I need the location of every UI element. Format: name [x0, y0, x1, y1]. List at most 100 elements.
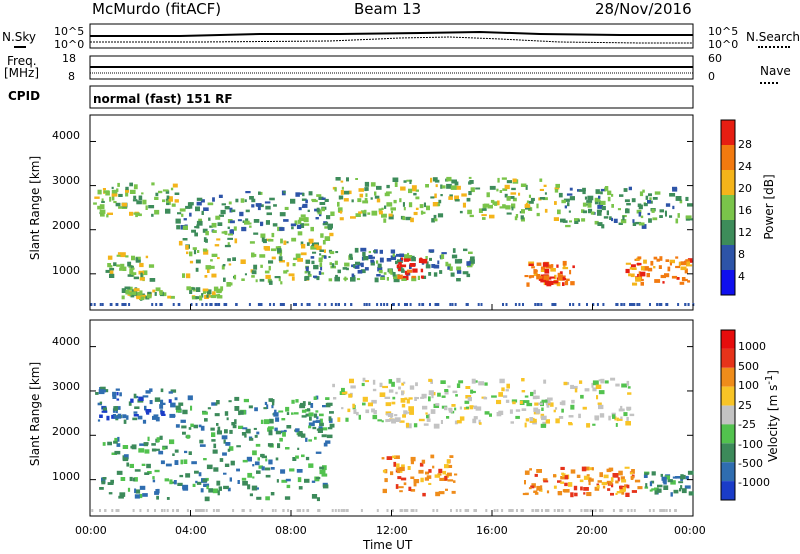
ground-scatter-cell: [629, 303, 631, 306]
echo-cell: [133, 288, 140, 292]
echo-cell: [285, 447, 290, 450]
echo-cell: [524, 204, 531, 208]
echo-cell: [468, 251, 473, 254]
echo-cell: [620, 219, 627, 224]
ground-scatter-cell: [195, 509, 197, 512]
ground-scatter-cell: [630, 509, 633, 512]
echo-cell: [628, 273, 631, 277]
echo-cell: [545, 419, 550, 424]
echo-cell: [582, 190, 586, 195]
echo-cell: [218, 194, 223, 198]
echo-cell: [217, 293, 221, 298]
echo-cell: [376, 185, 382, 190]
echo-cell: [604, 186, 609, 191]
ground-scatter-cell: [202, 509, 204, 512]
echo-cell: [396, 253, 402, 257]
echo-cell: [638, 222, 645, 226]
echo-cell: [322, 240, 326, 245]
echo-cell: [120, 477, 126, 481]
echo-cell: [102, 188, 106, 191]
echo-cell: [449, 266, 453, 271]
echo-cell: [665, 203, 671, 207]
echo-cell: [528, 263, 534, 266]
echo-cell: [291, 237, 297, 242]
echo-cell: [152, 479, 156, 483]
echo-cell: [199, 439, 204, 444]
ground-scatter-cell: [485, 509, 488, 512]
ground-scatter-cell: [172, 509, 175, 512]
ground-scatter-cell: [684, 303, 687, 306]
echo-cell: [446, 416, 450, 419]
echo-cell: [216, 238, 221, 241]
echo-cell: [136, 295, 141, 300]
echo-cell: [180, 459, 183, 465]
echo-cell: [205, 265, 212, 270]
echo-cell: [290, 198, 296, 204]
echo-cell: [314, 436, 317, 440]
echo-cell: [557, 480, 562, 483]
echo-cell: [139, 493, 143, 499]
echo-cell: [536, 212, 540, 217]
echo-cell: [304, 478, 310, 483]
echo-cell: [328, 416, 332, 421]
echo-cell: [301, 243, 306, 249]
echo-cell: [119, 392, 122, 397]
ground-scatter-cell: [337, 509, 340, 512]
velocity-echoes: [91, 377, 694, 512]
power-ytick-2000: 2000: [52, 219, 80, 232]
echo-cell: [271, 404, 274, 409]
echo-cell: [540, 274, 546, 280]
echo-cell: [160, 460, 165, 465]
echo-cell: [469, 180, 474, 184]
nave-legend-dots: [760, 82, 778, 84]
echo-cell: [297, 447, 300, 450]
echo-cell: [536, 469, 542, 473]
ground-scatter-cell: [406, 303, 408, 306]
ground-scatter-cell: [383, 303, 386, 306]
echo-cell: [261, 466, 265, 471]
echo-cell: [186, 273, 191, 279]
echo-cell: [406, 179, 413, 182]
echo-cell: [174, 192, 180, 195]
echo-cell: [305, 266, 309, 271]
echo-cell: [428, 396, 431, 402]
echo-cell: [149, 400, 153, 405]
echo-cell: [505, 399, 510, 403]
echo-cell: [102, 407, 107, 411]
echo-cell: [518, 192, 521, 196]
echo-cell: [425, 264, 431, 269]
nsky-trace: [90, 30, 693, 37]
echo-cell: [348, 190, 352, 195]
echo-cell: [212, 449, 218, 454]
echo-cell: [405, 216, 412, 221]
echo-cell: [269, 197, 275, 201]
echo-cell: [482, 217, 486, 220]
colorbar-swatch: [721, 145, 735, 170]
echo-cell: [438, 468, 443, 473]
echo-cell: [408, 486, 412, 491]
power-ytick-3000: 3000: [52, 174, 80, 187]
echo-cell: [648, 218, 652, 223]
echo-cell: [680, 485, 683, 490]
echo-cell: [509, 196, 515, 199]
ground-scatter-cell: [209, 303, 212, 306]
echo-cell: [228, 263, 232, 266]
echo-cell: [455, 185, 461, 190]
echo-cell: [426, 414, 429, 419]
echo-cell: [520, 215, 524, 220]
echo-cell: [184, 450, 188, 454]
echo-cell: [353, 264, 356, 269]
echo-cell: [687, 258, 693, 263]
echo-cell: [248, 405, 253, 409]
echo-cell: [586, 492, 592, 497]
echo-cell: [401, 403, 406, 408]
ground-scatter-cell: [586, 509, 589, 512]
echo-cell: [529, 468, 532, 471]
echo-cell: [562, 266, 569, 270]
echo-cell: [679, 199, 683, 204]
ground-scatter-cell: [429, 303, 431, 306]
echo-cell: [217, 257, 220, 260]
echo-cell: [626, 406, 632, 411]
cpid-text: normal (fast) 151 RF: [93, 92, 233, 106]
echo-cell: [291, 412, 294, 415]
